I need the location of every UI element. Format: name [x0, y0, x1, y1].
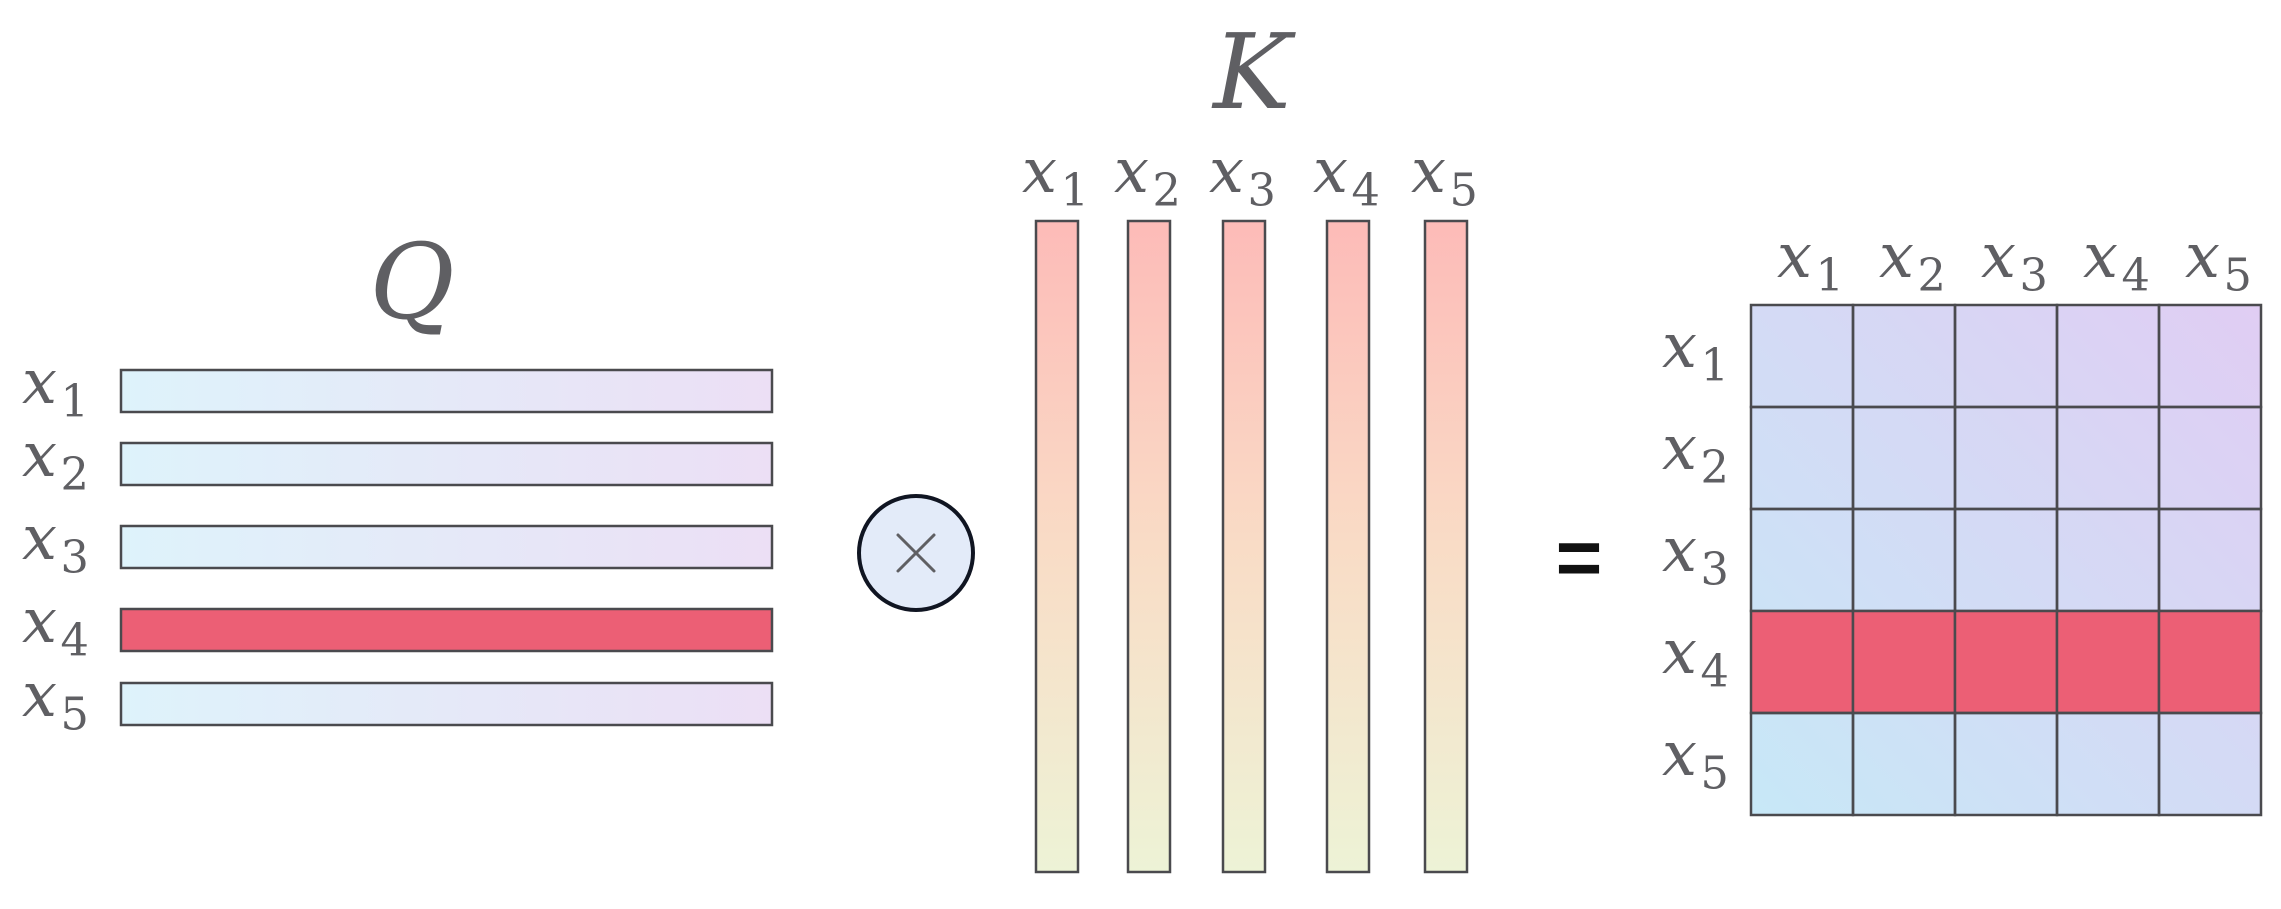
- multiply-icon: [896, 533, 936, 573]
- q-row-4: [119, 607, 774, 653]
- q-row-label-5-symbol: x: [22, 658, 57, 731]
- k-column-4: [1325, 219, 1371, 874]
- result-column-label-4-subscript: 4: [2121, 250, 2149, 302]
- result-cell-4-1: [1749, 609, 1855, 715]
- result-row-label-2-subscript: 2: [1700, 442, 1728, 494]
- result-column-label-2-symbol: x: [1879, 219, 1914, 292]
- result-cell-5-5: [2157, 711, 2263, 817]
- q-row-3: [119, 524, 774, 570]
- result-row-label-5-subscript: 5: [1700, 748, 1728, 800]
- q-row-1: [119, 368, 774, 414]
- k-label: K: [1211, 11, 1296, 133]
- result-row-label-3-subscript: 3: [1700, 544, 1728, 596]
- q-row-label-1-symbol: x: [22, 345, 57, 418]
- result-row-label-2-symbol: x: [1662, 411, 1697, 484]
- k-column-label-1-subscript: 1: [1060, 165, 1088, 217]
- result-matrix: x 1x 2x 3x 4x 5x 1 x 2 x 3 x 4 x 5: [1662, 219, 2263, 817]
- result-row-label-4-symbol: x: [1662, 615, 1697, 688]
- k-column-label-1-symbol: x: [1022, 134, 1057, 207]
- q-row-label-3-symbol: x: [22, 501, 57, 574]
- result-cell-4-4: [2055, 609, 2161, 715]
- k-column-label-3-subscript: 3: [1247, 165, 1275, 217]
- k-column-2: [1126, 219, 1172, 874]
- q-row-label-3-subscript: 3: [60, 532, 88, 584]
- k-column-label-5-subscript: 5: [1449, 165, 1477, 217]
- q-row-label-2-symbol: x: [22, 418, 57, 491]
- q-matrix: x 1x 2x 3x 4x 5: [22, 345, 774, 741]
- result-column-label-4-symbol: x: [2083, 219, 2118, 292]
- q-row-label-2-subscript: 2: [60, 449, 88, 501]
- result-column-label-5-symbol: x: [2185, 219, 2220, 292]
- result-row-label-1-subscript: 1: [1700, 340, 1728, 392]
- result-cell-4-2: [1851, 609, 1957, 715]
- k-column-1: [1034, 219, 1080, 874]
- q-row-5: [119, 681, 774, 727]
- result-row-label-1-symbol: x: [1662, 309, 1697, 382]
- result-cell-4-3: [1953, 609, 2059, 715]
- result-row-label-5-symbol: x: [1662, 717, 1697, 790]
- result-row-label-4-subscript: 4: [1700, 646, 1728, 698]
- result-column-label-1-symbol: x: [1777, 219, 1812, 292]
- q-label: Q: [369, 221, 454, 343]
- result-cell-4-5: [2157, 609, 2263, 715]
- result-column-label-3-subscript: 3: [2019, 250, 2047, 302]
- result-matrix-background: [1751, 305, 2261, 815]
- result-column-label-2-subscript: 2: [1917, 250, 1945, 302]
- q-row-2: [119, 441, 774, 487]
- result-column-label-3-symbol: x: [1981, 219, 2016, 292]
- k-column-label-4-symbol: x: [1313, 134, 1348, 207]
- result-row-label-3-symbol: x: [1662, 513, 1697, 586]
- result-column-label-1-subscript: 1: [1815, 250, 1843, 302]
- q-row-label-5-subscript: 5: [60, 689, 88, 741]
- result-column-label-5-subscript: 5: [2223, 250, 2251, 302]
- k-column-label-5-symbol: x: [1411, 134, 1446, 207]
- q-row-label-4-symbol: x: [22, 584, 57, 657]
- q-row-label-4-subscript: 4: [60, 615, 88, 667]
- multiply-operator: [857, 494, 975, 612]
- k-column-3: [1221, 219, 1267, 874]
- equals-sign: =: [1556, 513, 1603, 602]
- q-row-label-1-subscript: 1: [60, 376, 88, 428]
- k-column-label-2-subscript: 2: [1152, 165, 1180, 217]
- k-column-label-4-subscript: 4: [1351, 165, 1379, 217]
- k-column-5: [1423, 219, 1469, 874]
- k-column-label-2-symbol: x: [1114, 134, 1149, 207]
- k-column-label-3-symbol: x: [1209, 134, 1244, 207]
